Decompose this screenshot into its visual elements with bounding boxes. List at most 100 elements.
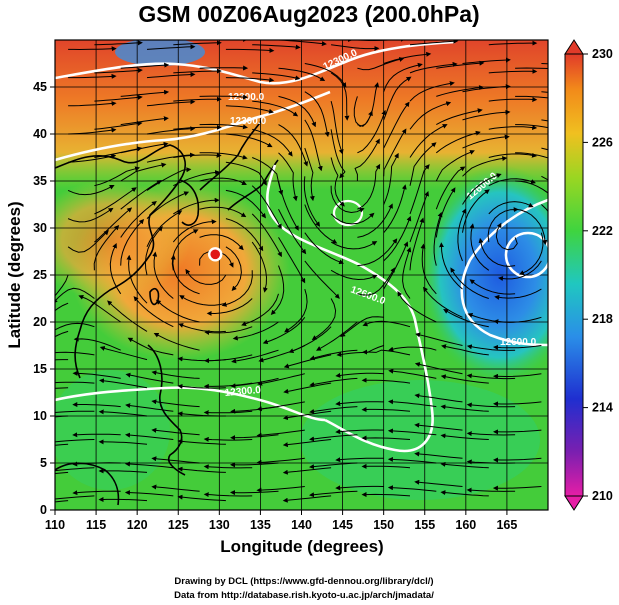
streamline xyxy=(262,316,306,345)
colorbar-tick-label: 222 xyxy=(592,224,613,238)
streamline xyxy=(493,429,542,435)
streamline xyxy=(252,44,301,50)
streamline xyxy=(94,94,143,102)
streamline xyxy=(353,96,373,127)
streamline xyxy=(67,230,109,253)
streamline xyxy=(252,100,299,117)
streamline xyxy=(225,133,273,148)
streamline xyxy=(278,237,306,284)
streamline xyxy=(120,180,162,210)
streamline xyxy=(151,427,200,436)
streamline xyxy=(251,213,282,258)
streamline xyxy=(270,265,285,316)
streamline xyxy=(72,402,121,408)
y-tick-label: 20 xyxy=(33,315,47,329)
y-tick-label: 10 xyxy=(33,409,47,423)
x-axis-ticks: 110 115 120 125 130 135 140 145 150 155 160 165 xyxy=(45,510,517,532)
streamline xyxy=(362,320,411,328)
streamline xyxy=(120,201,157,238)
streamline xyxy=(55,467,95,472)
streamline xyxy=(94,121,143,130)
streamline xyxy=(420,243,437,295)
streamline xyxy=(68,127,117,135)
streamline xyxy=(241,293,279,326)
streamline xyxy=(354,138,380,181)
streamline xyxy=(439,242,463,290)
streamline xyxy=(177,383,226,389)
streamline xyxy=(203,492,253,498)
x-tick-label: 140 xyxy=(291,518,312,532)
streamline xyxy=(441,344,489,356)
streamline xyxy=(177,466,226,473)
streamline xyxy=(304,232,345,265)
contour-12300-south xyxy=(55,386,326,422)
streamline xyxy=(230,377,279,389)
streamline xyxy=(387,428,437,436)
credit-data: Data from http://database.rish.kyoto-u.a… xyxy=(174,590,434,601)
streamline xyxy=(173,197,220,215)
streamline xyxy=(357,203,393,238)
streamline xyxy=(144,226,163,276)
streamline xyxy=(125,403,174,412)
streamline xyxy=(309,490,358,498)
streamline xyxy=(99,378,148,389)
streamline xyxy=(435,166,466,210)
streamline xyxy=(498,260,542,281)
streamline xyxy=(304,91,330,138)
streamline xyxy=(278,152,298,202)
streamline xyxy=(414,479,463,487)
streamline xyxy=(436,108,483,126)
streamline xyxy=(55,330,69,338)
streamline xyxy=(72,461,121,467)
streamline xyxy=(288,326,332,353)
x-tick-label: 165 xyxy=(496,518,517,532)
streamline xyxy=(361,435,411,441)
streamline xyxy=(284,288,308,333)
streamline xyxy=(55,443,69,446)
streamline xyxy=(124,490,174,497)
streamline xyxy=(107,300,148,332)
streamline xyxy=(225,246,242,292)
colorbar-scale xyxy=(564,53,584,497)
streamline xyxy=(309,349,358,361)
streamline xyxy=(515,208,548,246)
streamline xyxy=(493,401,542,407)
streamline xyxy=(68,101,117,107)
streamline xyxy=(199,152,248,160)
streamline xyxy=(466,402,516,408)
streamline xyxy=(55,287,95,304)
streamline xyxy=(177,438,226,445)
streamline xyxy=(146,210,183,248)
streamline xyxy=(361,407,411,413)
streamline xyxy=(278,67,326,82)
streamline xyxy=(173,96,222,102)
streamline xyxy=(278,95,316,128)
streamline xyxy=(330,157,345,207)
streamline xyxy=(230,434,279,441)
streamline xyxy=(309,462,358,470)
streamline xyxy=(199,94,249,100)
y-axis-label: Latitude (degrees) xyxy=(5,201,24,348)
streamlines xyxy=(55,40,548,503)
streamline xyxy=(488,40,538,46)
streamline xyxy=(335,372,384,378)
streamline xyxy=(383,152,399,205)
y-axis-ticks: 0 5 10 15 20 25 30 35 40 45 xyxy=(33,80,55,517)
streamline xyxy=(185,268,227,285)
streamline xyxy=(55,274,69,297)
streamline xyxy=(230,462,279,468)
streamline xyxy=(94,187,137,215)
streamline xyxy=(361,377,411,384)
streamline xyxy=(98,468,148,474)
coastline-borneo xyxy=(55,462,120,506)
streamline xyxy=(316,321,358,351)
height-contours xyxy=(55,40,548,453)
streamline xyxy=(469,223,490,271)
streamline xyxy=(414,422,463,431)
streamline xyxy=(357,267,395,296)
plot-area: 12300.0 12300.0 12300.0 12600.0 12600.0 … xyxy=(54,39,549,511)
streamline xyxy=(488,68,538,74)
x-tick-label: 135 xyxy=(250,518,271,532)
streamline xyxy=(94,40,143,46)
streamline xyxy=(466,487,516,493)
